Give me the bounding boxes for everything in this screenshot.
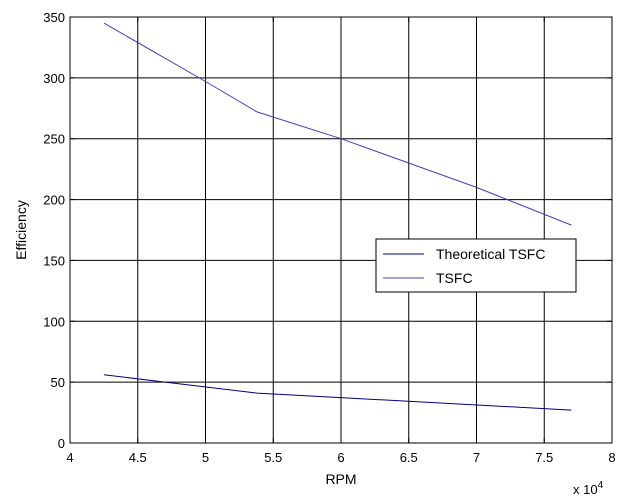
x-tick-label: 7	[473, 450, 480, 465]
axis-ticks: 4 4.5 5 5.5 6 6.5 7 7.5 8 0 50 100 150 200 250 300 350	[43, 10, 615, 465]
series-line-2	[103, 22, 572, 226]
y-tick-label: 300	[43, 71, 65, 86]
x-tick-label: 8	[608, 450, 615, 465]
x-tick-label: 7.5	[535, 450, 553, 465]
series-line-1	[103, 374, 572, 411]
x-axis-multiplier-base: x 10	[573, 482, 598, 497]
x-axis-multiplier-exponent: 4	[598, 480, 604, 491]
x-tick-label: 6.5	[400, 450, 418, 465]
series-layer	[103, 22, 572, 411]
legend-label-2: TSFC	[436, 270, 473, 286]
y-tick-label: 0	[58, 436, 65, 451]
legend-items: Theoretical TSFC TSFC	[383, 246, 545, 286]
legend-box	[375, 238, 577, 293]
y-tick-label: 350	[43, 10, 65, 25]
x-axis-label: RPM	[325, 471, 356, 487]
legend: Theoretical TSFC TSFC	[375, 238, 577, 293]
y-axis-label: Efficiency	[13, 200, 29, 260]
y-tick-label: 50	[51, 375, 65, 390]
x-tick-label: 4.5	[129, 450, 147, 465]
grid	[70, 17, 612, 443]
legend-label-1: Theoretical TSFC	[436, 246, 545, 262]
x-tick-label: 6	[337, 450, 344, 465]
y-tick-label: 250	[43, 132, 65, 147]
x-tick-label: 4	[66, 450, 73, 465]
x-tick-label: 5	[202, 450, 209, 465]
y-tick-label: 100	[43, 314, 65, 329]
x-tick-label: 5.5	[264, 450, 282, 465]
x-axis-multiplier: x 104	[573, 480, 604, 497]
y-tick-label: 150	[43, 253, 65, 268]
y-tick-label: 200	[43, 193, 65, 208]
